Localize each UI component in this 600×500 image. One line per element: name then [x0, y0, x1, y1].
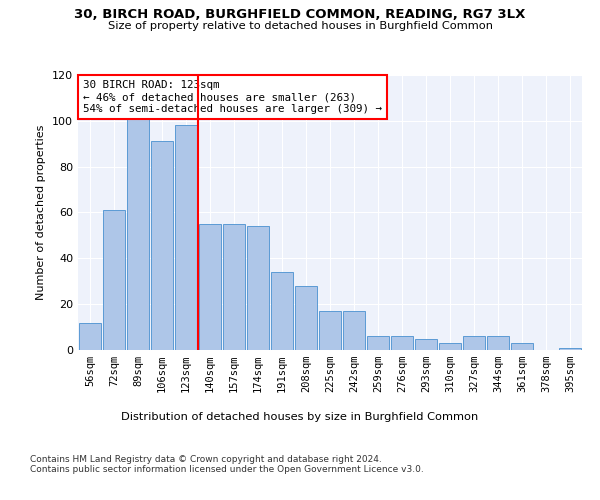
Bar: [79, 322, 101, 350]
Bar: [487, 336, 509, 350]
Text: Size of property relative to detached houses in Burghfield Common: Size of property relative to detached ho…: [107, 21, 493, 31]
Bar: [391, 336, 413, 350]
Bar: [127, 118, 149, 350]
Bar: [247, 226, 269, 350]
Bar: [295, 286, 317, 350]
Bar: [271, 272, 293, 350]
Bar: [175, 126, 197, 350]
Bar: [103, 210, 125, 350]
Bar: [223, 224, 245, 350]
Bar: [319, 311, 341, 350]
Text: 30, BIRCH ROAD, BURGHFIELD COMMON, READING, RG7 3LX: 30, BIRCH ROAD, BURGHFIELD COMMON, READI…: [74, 8, 526, 20]
Y-axis label: Number of detached properties: Number of detached properties: [37, 125, 46, 300]
Text: Distribution of detached houses by size in Burghfield Common: Distribution of detached houses by size …: [121, 412, 479, 422]
Bar: [559, 348, 581, 350]
Text: Contains HM Land Registry data © Crown copyright and database right 2024.
Contai: Contains HM Land Registry data © Crown c…: [30, 455, 424, 474]
Bar: [367, 336, 389, 350]
Bar: [151, 142, 173, 350]
Bar: [415, 338, 437, 350]
Bar: [463, 336, 485, 350]
Bar: [343, 311, 365, 350]
Bar: [511, 343, 533, 350]
Bar: [439, 343, 461, 350]
Text: 30 BIRCH ROAD: 123sqm
← 46% of detached houses are smaller (263)
54% of semi-det: 30 BIRCH ROAD: 123sqm ← 46% of detached …: [83, 80, 382, 114]
Bar: [199, 224, 221, 350]
